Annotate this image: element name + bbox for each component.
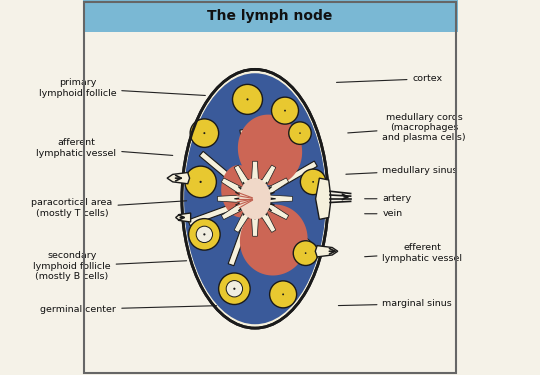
Polygon shape [266,207,310,246]
Ellipse shape [305,252,307,254]
Polygon shape [221,195,257,219]
Ellipse shape [300,169,326,195]
Ellipse shape [272,97,299,124]
Ellipse shape [239,178,271,219]
Polygon shape [251,165,276,201]
Text: paracortical area
(mostly T cells): paracortical area (mostly T cells) [31,198,187,218]
Ellipse shape [284,110,286,112]
Polygon shape [251,161,260,199]
Polygon shape [221,178,257,203]
Polygon shape [188,202,240,226]
Ellipse shape [188,219,220,250]
Polygon shape [240,129,255,183]
Polygon shape [199,152,244,190]
Ellipse shape [282,293,284,296]
Polygon shape [253,195,289,219]
Polygon shape [176,213,191,222]
Ellipse shape [190,119,219,147]
Ellipse shape [199,181,202,183]
Text: vein: vein [364,209,403,218]
Text: medullary cords
(macrophages
and plasma cells): medullary cords (macrophages and plasma … [348,112,466,142]
Polygon shape [238,115,302,185]
Polygon shape [218,194,255,203]
Ellipse shape [182,69,328,328]
Polygon shape [251,199,260,236]
Text: afferent
lymphatic vessel: afferent lymphatic vessel [36,138,173,158]
Polygon shape [240,204,308,276]
Text: secondary
lymphoid follicle
(mostly B cells): secondary lymphoid follicle (mostly B ce… [33,251,187,281]
Polygon shape [315,178,330,219]
Ellipse shape [203,233,206,236]
Ellipse shape [233,84,262,114]
Polygon shape [234,165,259,201]
Polygon shape [255,194,293,203]
Polygon shape [228,214,252,266]
Ellipse shape [219,273,250,304]
Ellipse shape [289,122,311,144]
Ellipse shape [246,98,248,100]
Ellipse shape [196,226,213,243]
Ellipse shape [204,132,205,134]
Ellipse shape [233,288,235,290]
Text: artery: artery [364,194,411,203]
Ellipse shape [184,73,326,324]
Ellipse shape [299,132,301,134]
Text: cortex: cortex [336,74,443,83]
Ellipse shape [185,166,217,198]
Ellipse shape [226,280,242,297]
Text: efferent
lymphatic vessel: efferent lymphatic vessel [364,243,462,263]
Polygon shape [251,196,276,232]
Text: medullary sinus: medullary sinus [346,166,458,175]
Polygon shape [268,161,318,193]
Polygon shape [234,196,259,232]
Text: marginal sinus: marginal sinus [339,299,453,308]
Polygon shape [221,165,259,218]
Polygon shape [234,178,275,219]
Polygon shape [253,178,289,203]
Ellipse shape [293,241,318,266]
Polygon shape [315,246,338,257]
Ellipse shape [269,281,296,308]
Text: primary
lymphoid follicle: primary lymphoid follicle [39,78,205,98]
Text: The lymph node: The lymph node [207,9,333,23]
Text: germinal center: germinal center [40,305,217,314]
Ellipse shape [312,181,314,183]
Polygon shape [167,172,190,184]
Bar [83,0,457,32]
